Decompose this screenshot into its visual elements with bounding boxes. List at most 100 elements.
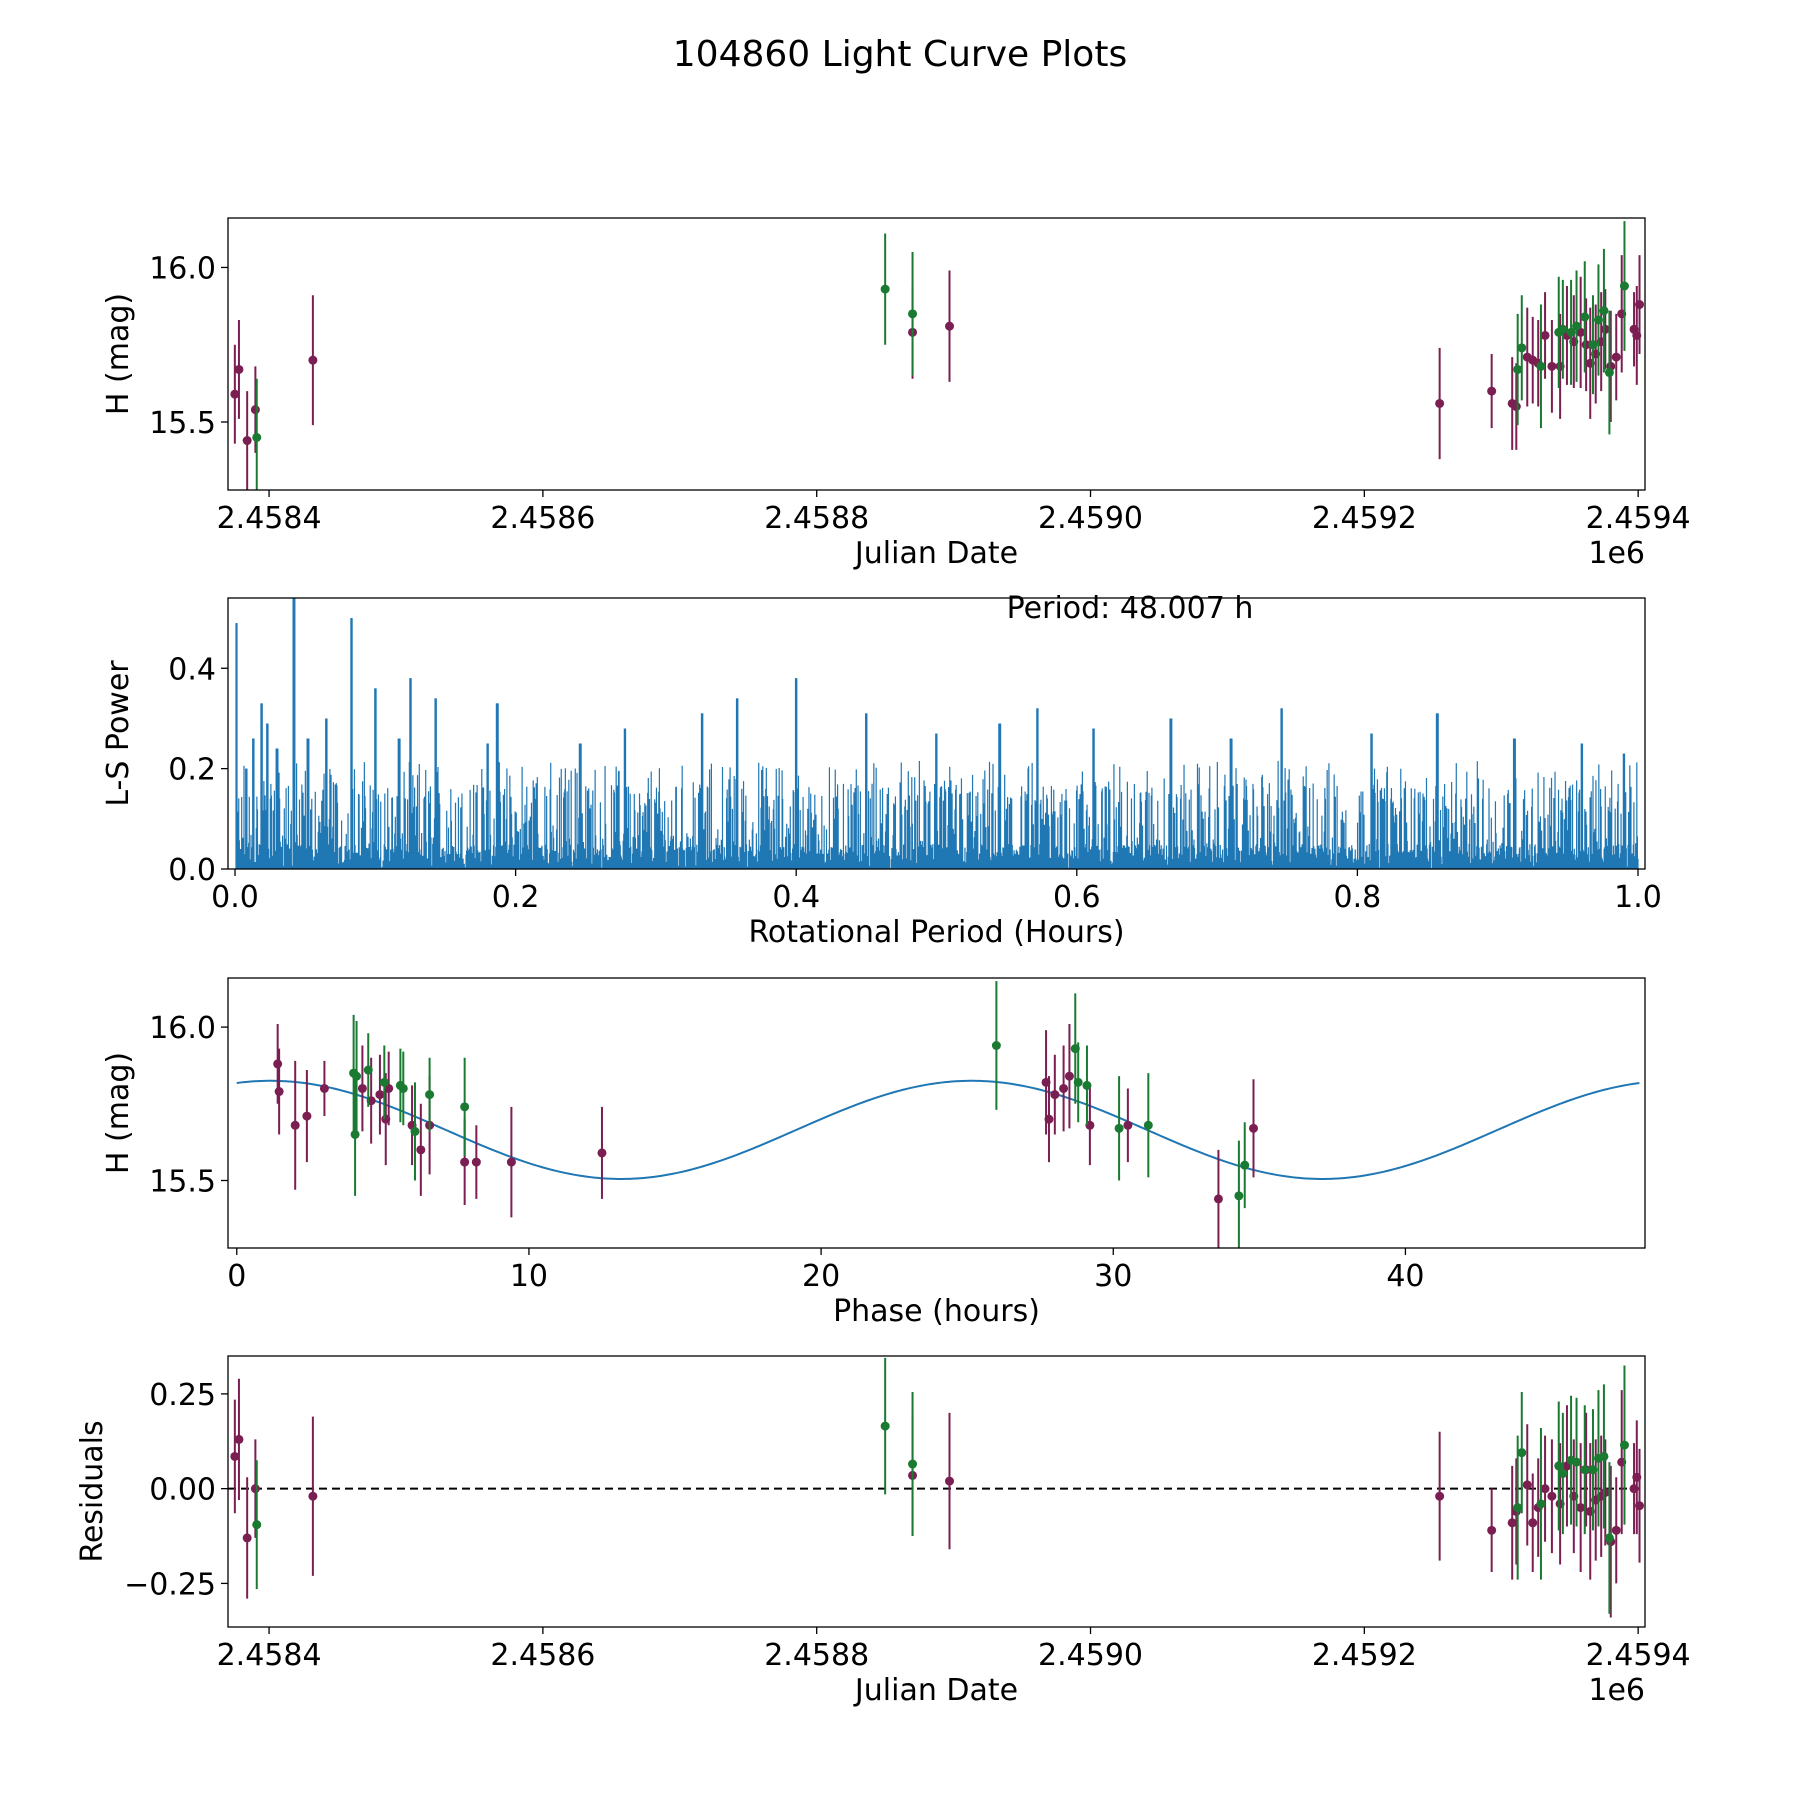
series-band-1 — [230, 255, 1645, 490]
data-point — [1599, 1451, 1609, 1461]
data-point — [1435, 1491, 1445, 1501]
y-tick-label: 15.5 — [149, 1165, 216, 1200]
y-axis-label: Residuals — [75, 1420, 110, 1562]
y-axis-label: L-S Power — [101, 660, 136, 807]
data-point — [1073, 1077, 1083, 1087]
data-point — [1547, 1491, 1557, 1501]
data-point — [1143, 1120, 1153, 1130]
x-tick-label: 1.0 — [1614, 880, 1662, 915]
data-point — [250, 405, 260, 415]
x-tick-label: 2.4588 — [764, 1638, 869, 1673]
data-point — [308, 1491, 318, 1501]
axes-frame — [227, 217, 1646, 491]
data-point — [1234, 1191, 1244, 1201]
data-point — [1572, 1457, 1582, 1467]
data-point — [1513, 364, 1523, 374]
data-point — [230, 389, 240, 399]
panel-phase-folded: 0 10 20 30 40 15.5 16.0 Phase (hours) H (mag) — [101, 977, 1646, 1329]
x-axis-label: Julian Date — [853, 1673, 1018, 1708]
data-point — [273, 1059, 283, 1069]
data-point — [410, 1126, 420, 1136]
x-tick-label: 2.4588 — [764, 501, 869, 536]
data-point — [1536, 1499, 1546, 1509]
model-curve — [236, 1079, 1640, 1180]
plot-area — [235, 598, 1639, 869]
x-tick-label: 2.4594 — [1586, 501, 1691, 536]
data-point — [1547, 361, 1557, 371]
x-tick-label: 0.2 — [492, 880, 540, 915]
data-point — [1619, 281, 1629, 291]
x-axis-label: Phase (hours) — [833, 1294, 1040, 1329]
data-point — [1517, 343, 1527, 353]
panel-magnitude-vs-date: 2.4584 2.4586 2.4588 2.4590 2.4592 2.4594 15.5… — [101, 217, 1691, 571]
data-point — [363, 1065, 373, 1075]
x-tick-label: 0.4 — [772, 880, 820, 915]
y-tick-label: 0.0 — [168, 853, 216, 888]
y-axis-label: H (mag) — [101, 1052, 136, 1174]
data-point — [1064, 1071, 1074, 1081]
data-point — [1435, 398, 1445, 408]
data-point — [1507, 1518, 1517, 1528]
y-tick-label: 0.00 — [149, 1473, 216, 1508]
data-point — [250, 1484, 260, 1494]
data-point — [908, 309, 918, 319]
axes-frame — [227, 977, 1646, 1249]
y-tick-label: 0.2 — [168, 753, 216, 788]
data-point — [1635, 300, 1645, 310]
data-point — [375, 1090, 385, 1100]
data-point — [242, 436, 252, 446]
data-point — [1517, 1448, 1527, 1458]
x-tick-label: 2.4584 — [217, 1638, 322, 1673]
data-point — [252, 432, 262, 442]
plot-area — [230, 221, 1645, 490]
data-point — [398, 1083, 408, 1093]
data-point — [991, 1041, 1001, 1050]
axes-frame — [227, 597, 1646, 870]
y-tick-label: 15.5 — [149, 406, 216, 441]
data-point — [1604, 1533, 1614, 1543]
data-point — [1611, 1525, 1621, 1535]
x-tick-label: 40 — [1386, 1259, 1424, 1294]
y-tick-label: 16.0 — [149, 1011, 216, 1046]
x-tick-label: 0 — [227, 1259, 246, 1294]
panel-residuals: 2.4584 2.4586 2.4588 2.4590 2.4592 2.4594 −0.2… — [75, 1355, 1691, 1708]
plot-area — [228, 1357, 1645, 1618]
data-point — [1540, 1484, 1550, 1494]
data-point — [880, 284, 890, 294]
data-point — [1558, 324, 1568, 334]
data-point — [1558, 1468, 1568, 1478]
x-offset-label: 1e6 — [1588, 1673, 1645, 1708]
data-point — [1599, 306, 1609, 316]
data-point — [302, 1111, 312, 1121]
plot-area — [236, 981, 1640, 1248]
data-point — [1487, 386, 1497, 396]
x-tick-label: 2.4592 — [1312, 1638, 1417, 1673]
data-point — [252, 1520, 262, 1530]
x-tick-label: 0.0 — [211, 880, 259, 915]
x-tick-label: 0.8 — [1334, 880, 1382, 915]
data-point — [1123, 1120, 1133, 1130]
x-tick-label: 30 — [1094, 1259, 1132, 1294]
x-offset-label: 1e6 — [1588, 536, 1645, 571]
data-point — [1576, 1503, 1586, 1513]
figure-title: 104860 Light Curve Plots — [673, 34, 1127, 75]
data-point — [471, 1157, 481, 1167]
data-point — [1635, 1501, 1645, 1511]
axes-frame — [227, 1355, 1646, 1628]
x-tick-label: 2.4590 — [1038, 1638, 1143, 1673]
data-point — [1528, 1518, 1538, 1528]
y-tick-label: 16.0 — [149, 251, 216, 286]
data-point — [1513, 1503, 1523, 1513]
data-point — [945, 1476, 955, 1486]
data-point — [1487, 1525, 1497, 1535]
data-point — [290, 1120, 300, 1130]
series-band-2 — [252, 1357, 1629, 1614]
data-point — [1050, 1090, 1060, 1100]
series-band-1 — [230, 1378, 1645, 1618]
x-axis-label: Julian Date — [853, 536, 1018, 571]
data-point — [319, 1083, 329, 1093]
data-point — [308, 355, 318, 365]
data-point — [1059, 1083, 1069, 1093]
series-band-2 — [252, 221, 1629, 490]
